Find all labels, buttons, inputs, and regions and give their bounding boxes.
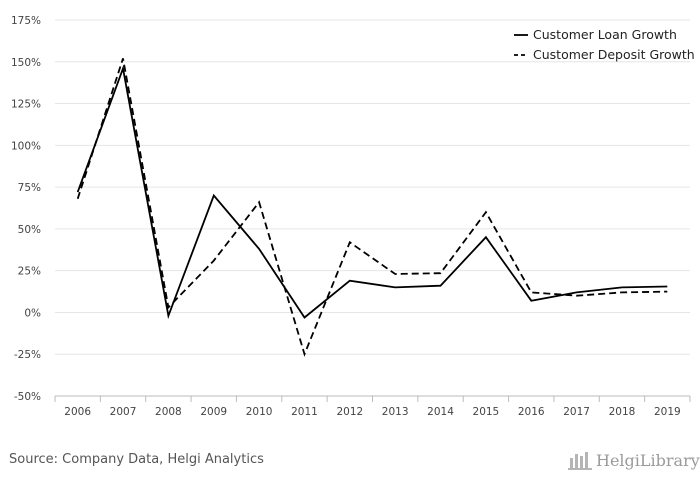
x-tick-label: 2011 [291, 406, 318, 418]
y-axis: -50% -25% 0% 25% 50% 75% 100% 125% 150% 175% [11, 15, 41, 403]
series-group [76, 58, 668, 357]
legend-label: Customer Loan Growth [533, 27, 677, 42]
x-tick-label: 2019 [654, 406, 681, 418]
x-tick-label: 2008 [155, 406, 182, 418]
source-note: Source: Company Data, Helgi Analytics [9, 452, 264, 467]
x-tick-label: 2017 [563, 406, 590, 418]
loan-growth-line [76, 65, 668, 320]
y-tick-label: 100% [11, 140, 41, 152]
y-tick-label: 175% [11, 15, 41, 27]
x-tick-label: 2015 [473, 406, 500, 418]
legend-label: Customer Deposit Growth [533, 47, 695, 62]
x-axis: 2006 2007 2008 2009 2010 2011 2012 2013 2014 2015… [54, 395, 691, 418]
deposit-growth-line [76, 58, 668, 357]
x-tick-label: 2007 [110, 406, 137, 418]
y-tick-label: 125% [11, 99, 41, 111]
brand-name: HelgiLibrary [596, 451, 700, 470]
x-tick-label: 2016 [518, 406, 545, 418]
y-tick-label: 50% [18, 224, 41, 236]
y-tick-label: -25% [14, 349, 41, 361]
x-tick-label: 2006 [64, 406, 91, 418]
y-tick-label: 75% [18, 182, 41, 194]
library-icon [568, 452, 592, 470]
x-tick-label: 2014 [427, 406, 454, 418]
y-tick-label: 150% [11, 57, 41, 69]
x-tick-label: 2010 [246, 406, 273, 418]
y-tick-label: -50% [14, 391, 41, 403]
y-tick-label: 25% [18, 266, 41, 278]
x-tick-label: 2012 [336, 406, 363, 418]
x-tick-label: 2013 [382, 406, 409, 418]
x-tick-label: 2018 [609, 406, 636, 418]
y-tick-label: 0% [24, 307, 41, 319]
x-tick-label: 2009 [200, 406, 227, 418]
legend: Customer Loan Growth Customer Deposit Gro… [514, 27, 695, 62]
brand-logo: HelgiLibrary [568, 451, 700, 470]
